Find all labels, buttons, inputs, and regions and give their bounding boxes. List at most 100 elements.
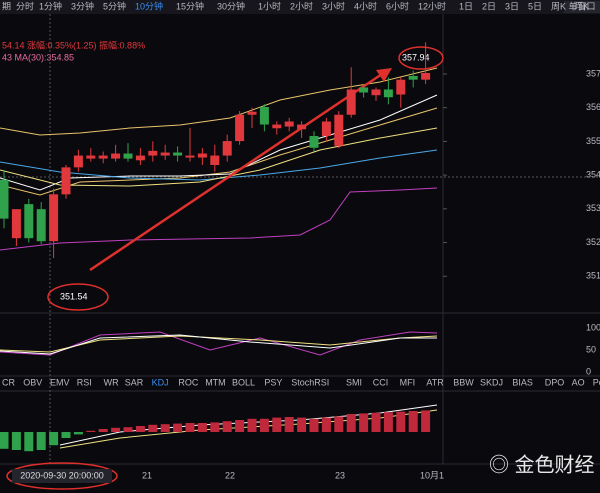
candle-body xyxy=(49,194,59,242)
macd-bar xyxy=(210,422,220,432)
candle-body xyxy=(259,107,269,125)
ma-line: 43 MA(30):354.85 xyxy=(2,52,74,62)
timeframe-tab[interactable]: 月K xyxy=(574,1,589,11)
window-button[interactable] xyxy=(564,1,600,13)
indicator-tab[interactable]: EMV xyxy=(50,377,70,387)
macd-bar xyxy=(421,410,431,432)
timeframe-tab[interactable]: 2日 xyxy=(482,1,496,11)
timeframe-tab[interactable]: 1小时 xyxy=(258,0,281,11)
macd-bar xyxy=(197,423,207,432)
macd-bar xyxy=(371,412,381,432)
indicator-tab[interactable]: BOLL xyxy=(232,377,255,387)
price-tick-label: 351 xyxy=(586,271,600,281)
candle-body xyxy=(73,155,83,168)
timeframe-tab[interactable]: 1日 xyxy=(459,1,473,11)
timeframe-tab[interactable]: 5分钟 xyxy=(103,0,126,11)
indicator-tab[interactable]: CR xyxy=(2,377,15,387)
kdj-j xyxy=(0,331,438,356)
timeframe-tab[interactable]: 6小时 xyxy=(386,0,409,11)
highlight-circle xyxy=(6,462,118,490)
indicator-tab[interactable]: WR xyxy=(104,377,119,387)
timeframe-tab[interactable]: 周K xyxy=(551,1,566,11)
timeframe-tab[interactable]: 分时 xyxy=(16,0,34,11)
macd-bar xyxy=(346,414,356,432)
candle-body xyxy=(334,114,344,146)
macd-bar xyxy=(123,427,133,432)
indicator-tab[interactable]: SKDJ xyxy=(480,377,503,387)
timeframe-tab[interactable]: 30分钟 xyxy=(217,0,245,11)
indicator-tab[interactable]: OBV xyxy=(23,377,42,387)
indicator-tab[interactable]: MTM xyxy=(205,377,226,387)
indicator-tab[interactable]: MFI xyxy=(400,377,416,387)
candle-body xyxy=(222,141,232,156)
macd-bar xyxy=(49,432,59,446)
timeframe-tab[interactable]: 1分钟 xyxy=(39,0,62,11)
candle-body xyxy=(123,153,133,159)
candle-body xyxy=(173,152,183,156)
low-label: 351.54 xyxy=(60,291,88,301)
price-tick-label: 356 xyxy=(586,102,600,112)
price-tick-label: 354 xyxy=(586,169,600,179)
indicator-tab[interactable]: PSY xyxy=(264,377,282,387)
indicator-tab[interactable]: SAR xyxy=(125,377,144,387)
timeframe-tab[interactable]: 15分钟 xyxy=(176,0,204,11)
timeframe-tab[interactable]: 5日 xyxy=(528,1,542,11)
price-tick-label: 352 xyxy=(586,237,600,247)
indicator-tab[interactable]: RSI xyxy=(77,377,92,387)
candle-body xyxy=(98,155,108,159)
timeframe-tab[interactable]: 2小时 xyxy=(290,0,313,11)
timeframe-tab[interactable]: 期 xyxy=(2,1,11,11)
highlight-circle xyxy=(47,283,109,311)
candle-body xyxy=(86,155,96,159)
window-label[interactable]: 单窗口 xyxy=(568,0,595,11)
time-label: 23 xyxy=(335,470,345,480)
info-line: 54.14 涨幅:0.35%(1.25) 振幅:0.88% xyxy=(2,39,145,50)
candle-body xyxy=(61,167,71,195)
macd-bar xyxy=(135,426,145,432)
indicator-tab[interactable]: StochRSI xyxy=(291,377,329,387)
indicator-tab[interactable]: ATR xyxy=(426,377,444,387)
candle-body xyxy=(421,72,431,80)
candle-body xyxy=(0,179,9,219)
indicator-tab[interactable]: BIAS xyxy=(512,377,533,387)
macd-bar xyxy=(297,417,307,432)
macd-bar xyxy=(334,416,344,432)
candle-body xyxy=(11,209,21,239)
timeframe-tab[interactable]: 4小时 xyxy=(354,0,377,11)
highlight-circle xyxy=(398,46,444,70)
candle-body xyxy=(111,153,121,159)
macd-bar xyxy=(284,417,294,432)
timeframe-tab[interactable]: 3日 xyxy=(505,1,519,11)
macd-bar xyxy=(73,432,83,435)
indicator-tab[interactable]: AO xyxy=(572,377,585,387)
candle-body xyxy=(185,155,195,158)
macd-bar xyxy=(247,418,257,432)
indicator-tab[interactable]: BBW xyxy=(453,377,474,387)
macd-bar xyxy=(321,417,331,432)
price-tick-label: 353 xyxy=(586,203,600,213)
indicator-tab[interactable]: DPO xyxy=(545,377,565,387)
timeframe-tab[interactable]: 3小时 xyxy=(322,0,345,11)
date-box xyxy=(12,469,112,483)
macd-bar xyxy=(383,412,393,432)
timeframe-tab[interactable]: 10分钟 xyxy=(135,0,163,11)
macd-bar xyxy=(185,423,195,432)
candle-body xyxy=(272,124,282,129)
indicator-tab[interactable]: KDJ xyxy=(152,377,169,387)
macd-bar xyxy=(396,411,406,432)
time-label: 21 xyxy=(142,470,152,480)
macd-bar xyxy=(222,421,232,432)
kdj-tick-label: 50 xyxy=(586,344,596,354)
timeframe-tab[interactable]: 3分钟 xyxy=(71,0,94,11)
macd-bar xyxy=(148,424,158,432)
kdj-tick-label: 100 xyxy=(586,322,600,332)
toolbar xyxy=(0,0,600,14)
timeframe-tab[interactable]: 12小时 xyxy=(418,0,446,11)
indicator-tab[interactable]: SMI xyxy=(346,377,362,387)
macd-bar xyxy=(173,423,183,432)
indicator-tab[interactable]: Position xyxy=(593,377,600,387)
indicator-tab[interactable]: CCI xyxy=(373,377,389,387)
indicator-tab[interactable]: ROC xyxy=(178,377,199,387)
